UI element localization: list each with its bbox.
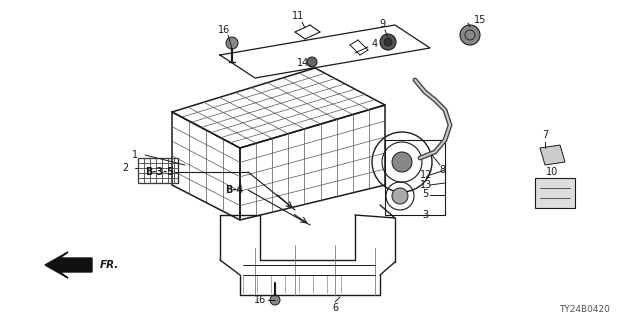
Text: 15: 15	[474, 15, 486, 25]
Bar	[385, 140, 445, 215]
Text: 7: 7	[542, 130, 548, 140]
Text: 10: 10	[546, 167, 558, 177]
Text: FR.: FR.	[100, 260, 120, 270]
Text: 6: 6	[332, 303, 338, 313]
Text: 4: 4	[372, 39, 378, 49]
Text: 14: 14	[297, 58, 309, 68]
Text: 11: 11	[292, 11, 304, 21]
Text: 1: 1	[132, 150, 138, 160]
Text: 16: 16	[218, 25, 230, 35]
Circle shape	[270, 295, 280, 305]
Circle shape	[307, 57, 317, 67]
Text: 12: 12	[420, 170, 432, 180]
Text: 8: 8	[439, 165, 445, 175]
Bar	[138, 158, 178, 183]
Text: 5: 5	[422, 189, 428, 199]
Polygon shape	[45, 252, 92, 278]
Circle shape	[384, 38, 392, 46]
Text: B-4: B-4	[225, 185, 243, 195]
Polygon shape	[540, 145, 565, 165]
Text: TY24B0420: TY24B0420	[559, 306, 610, 315]
Text: 3: 3	[422, 210, 428, 220]
Circle shape	[460, 25, 480, 45]
Text: B-3-5: B-3-5	[145, 167, 174, 177]
Text: 2: 2	[122, 163, 128, 173]
Circle shape	[380, 34, 396, 50]
Circle shape	[392, 188, 408, 204]
Circle shape	[226, 37, 238, 49]
Bar	[535, 178, 575, 208]
Text: 9: 9	[379, 19, 385, 29]
Circle shape	[392, 152, 412, 172]
Text: 16: 16	[254, 295, 266, 305]
Text: 13: 13	[420, 180, 432, 190]
